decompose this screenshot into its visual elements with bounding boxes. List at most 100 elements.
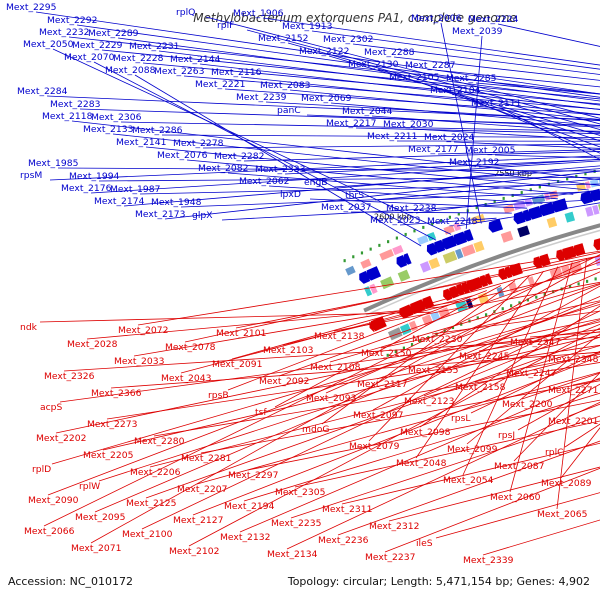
- tick-dot: [457, 212, 460, 216]
- forward-gene-label: Mext_1913: [282, 21, 333, 32]
- reverse-gene: [456, 283, 465, 296]
- forward-leader-line: [101, 49, 600, 100]
- forward-leader-line: [240, 76, 600, 115]
- forward-gene-label: Mext_1948: [151, 197, 202, 208]
- forward-gene-label: Mext_2130: [348, 59, 399, 70]
- backbone-layer: [363, 223, 600, 316]
- tick-dot: [577, 282, 580, 286]
- reverse-gene-label: Mext_2127: [173, 515, 224, 526]
- forward-gene-label: Mext_2283: [50, 99, 101, 110]
- cog-block-inner: [569, 261, 583, 274]
- reverse-leader-line: [231, 255, 600, 360]
- reverse-gene-label: Mext_2033: [114, 356, 165, 367]
- cog-block-mid: [369, 283, 378, 294]
- forward-gene-label: Mext_2083: [260, 80, 311, 91]
- reverse-leader-line: [294, 420, 600, 488]
- forward-gene: [453, 231, 468, 246]
- reverse-gene-label: mdoG: [302, 424, 330, 435]
- forward-gene: [463, 229, 474, 242]
- genome-backbone-shadow: [365, 229, 600, 316]
- forward-leader-line: [117, 37, 600, 102]
- forward-gene: [513, 211, 526, 225]
- reverse-leader-line: [196, 371, 600, 485]
- forward-leader-line: [268, 185, 543, 204]
- forward-gene-label: Mext_2292: [47, 15, 97, 26]
- forward-gene-label: Mext_2248: [427, 216, 478, 227]
- forward-gene-label: Mext_2076: [157, 150, 208, 161]
- forward-leader-line: [418, 81, 600, 148]
- reverse-leader-line: [55, 318, 600, 434]
- tick-dot: [535, 295, 538, 299]
- cog-block-mid: [546, 216, 558, 228]
- forward-leader-line: [352, 43, 600, 75]
- reverse-gene-label: Mext_2273: [87, 419, 138, 430]
- forward-gene-label: Mext_2211: [367, 131, 417, 142]
- forward-gene-label: Mext_2062: [239, 176, 289, 187]
- forward-gene-label: Mext_2050: [23, 39, 74, 50]
- cog-block-mid: [517, 225, 530, 238]
- tick-dot: [493, 199, 496, 203]
- forward-gene: [359, 270, 371, 284]
- reverse-gene-label: Mext_2123: [404, 396, 455, 407]
- reverse-leader-line: [384, 467, 600, 553]
- forward-gene-label: Mext_2037: [321, 202, 372, 213]
- forward-gene-label: Mext_2173: [135, 209, 186, 220]
- forward-leader-line: [456, 202, 600, 227]
- reverse-gene-label: Mext_2247: [506, 368, 557, 379]
- reverse-gene-label: Mext_2093: [306, 393, 357, 404]
- forward-gene-label: Mext_2278: [173, 138, 224, 149]
- reverse-gene-label: Mext_2305: [275, 487, 326, 498]
- cog-block-mid: [428, 257, 441, 270]
- cog-block-inner: [594, 255, 600, 267]
- reverse-leader-line: [153, 362, 600, 437]
- reverse-leader-line: [149, 352, 600, 468]
- forward-leader-line: [500, 107, 600, 160]
- cog-block-outer: [584, 181, 591, 189]
- cog-block-inner: [421, 314, 433, 326]
- kbp-tick-label: 2600 kbp: [374, 213, 412, 222]
- reverse-gene-label: Mext_2201: [548, 416, 598, 427]
- forward-gene-label: Mext_2282: [214, 151, 264, 162]
- map-title: Methylobacterium extorquens PA1, complet…: [193, 11, 517, 25]
- reverse-gene: [573, 243, 586, 257]
- reverse-gene-label: Mext_2200: [502, 399, 553, 410]
- forward-leader-line: [186, 159, 574, 195]
- forward-leader-line: [243, 151, 600, 162]
- reverse-gene-label: Mext_2108: [310, 362, 361, 373]
- forward-gene-label: Mext_2232: [39, 27, 89, 38]
- reverse-leader-line: [98, 319, 600, 482]
- forward-gene-label: Mext_2177: [408, 144, 459, 155]
- forward-gene-label: Mext_2152: [258, 33, 308, 44]
- reverse-leader-line: [431, 310, 600, 335]
- forward-gene-label: Mext_2122: [299, 46, 349, 57]
- forward-gene-label: Mext_2005: [465, 145, 516, 156]
- reverse-gene-label: Mext_2280: [134, 436, 185, 447]
- cog-block-mid: [585, 206, 594, 217]
- cog-block-inner: [387, 327, 403, 341]
- tick-dot: [594, 277, 597, 281]
- reverse-leader-line: [517, 383, 600, 431]
- tick-dot: [394, 350, 397, 354]
- forward-leader-line: [306, 114, 600, 128]
- cog-block-mid: [419, 261, 431, 273]
- reverse-gene: [556, 249, 565, 262]
- tick-dot: [378, 243, 381, 247]
- tick-dot: [585, 279, 589, 283]
- forward-leader-line: [158, 50, 600, 106]
- forward-gene-label: Mext_2118: [42, 111, 93, 122]
- tick-dot: [543, 292, 546, 296]
- forward-gene-label: Mext_2044: [342, 106, 393, 117]
- reverse-gene-label: acpS: [40, 402, 63, 413]
- forward-leader-line: [437, 149, 600, 155]
- forward-gene-label: Mext_2285: [446, 73, 497, 84]
- tick-dot: [526, 298, 529, 302]
- reverse-leader-line: [337, 440, 600, 536]
- cog-block-outer: [453, 222, 462, 232]
- forward-gene-label: Mext_2224: [468, 14, 519, 25]
- reverse-gene: [399, 304, 414, 319]
- forward-gene-label: Mext_2088: [105, 65, 156, 76]
- reverse-leader-line: [368, 275, 530, 442]
- forward-gene: [426, 242, 438, 256]
- forward-gene-label: Mext_2144: [170, 54, 221, 65]
- cog-block-outer: [379, 248, 395, 261]
